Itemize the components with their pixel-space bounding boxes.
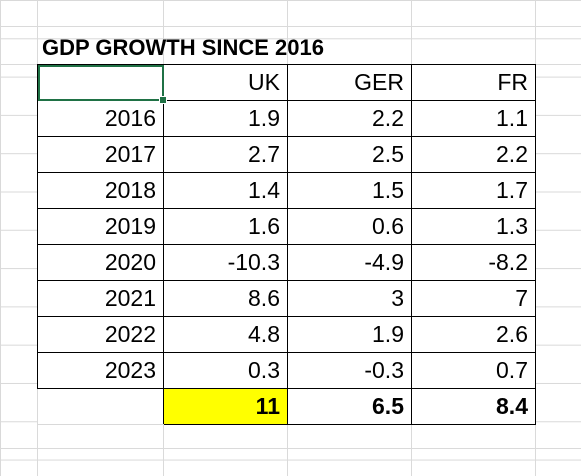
uk-cell[interactable]: 1.4 <box>163 172 288 209</box>
column-header-uk[interactable]: UK <box>163 64 288 101</box>
table-row: 2020 -10.3 -4.9 -8.2 <box>37 244 536 281</box>
year-cell[interactable]: 2023 <box>37 352 164 389</box>
uk-cell[interactable]: -10.3 <box>163 244 288 281</box>
fr-cell[interactable]: 1.1 <box>411 100 536 137</box>
uk-cell[interactable]: 1.9 <box>163 100 288 137</box>
uk-cell[interactable]: 1.6 <box>163 208 288 245</box>
table-row: 2016 1.9 2.2 1.1 <box>37 100 536 137</box>
table-row: 2018 1.4 1.5 1.7 <box>37 172 536 209</box>
year-cell[interactable]: 2021 <box>37 280 164 317</box>
gridline <box>0 26 581 27</box>
ger-cell[interactable]: 0.6 <box>287 208 412 245</box>
uk-cell[interactable]: 8.6 <box>163 280 288 317</box>
year-cell[interactable]: 2017 <box>37 136 164 173</box>
uk-cell[interactable]: 2.7 <box>163 136 288 173</box>
ger-cell[interactable]: 1.9 <box>287 316 412 353</box>
total-ger-cell[interactable]: 6.5 <box>287 388 412 425</box>
totals-row: 11 6.5 8.4 <box>37 388 536 425</box>
total-uk-cell[interactable]: 11 <box>163 388 288 425</box>
year-cell[interactable]: 2020 <box>37 244 164 281</box>
selected-cell[interactable] <box>37 64 167 104</box>
gridline <box>0 448 581 449</box>
fr-cell[interactable]: 7 <box>411 280 536 317</box>
column-header-fr[interactable]: FR <box>411 64 536 101</box>
year-cell[interactable]: 2022 <box>37 316 164 353</box>
fr-cell[interactable]: 0.7 <box>411 352 536 389</box>
column-header-ger[interactable]: GER <box>287 64 412 101</box>
ger-cell[interactable]: 2.5 <box>287 136 412 173</box>
fr-cell[interactable]: 2.6 <box>411 316 536 353</box>
fr-cell[interactable]: 2.2 <box>411 136 536 173</box>
table-row: 2023 0.3 -0.3 0.7 <box>37 352 536 389</box>
uk-cell[interactable]: 0.3 <box>163 352 288 389</box>
table-row: 2022 4.8 1.9 2.6 <box>37 316 536 353</box>
fr-cell[interactable]: 1.3 <box>411 208 536 245</box>
ger-cell[interactable]: -4.9 <box>287 244 412 281</box>
uk-cell[interactable]: 4.8 <box>163 316 288 353</box>
fr-cell[interactable]: -8.2 <box>411 244 536 281</box>
year-cell[interactable]: 2016 <box>37 100 164 137</box>
header-row: UK GER FR <box>37 64 536 104</box>
ger-cell[interactable]: 2.2 <box>287 100 412 137</box>
sheet-title-cell[interactable]: GDP GROWTH SINCE 2016 <box>42 35 324 60</box>
ger-cell[interactable]: 3 <box>287 280 412 317</box>
fill-handle[interactable] <box>159 96 167 104</box>
ger-cell[interactable]: 1.5 <box>287 172 412 209</box>
table-row: 2017 2.7 2.5 2.2 <box>37 136 536 173</box>
total-fr-cell[interactable]: 8.4 <box>411 388 536 425</box>
ger-cell[interactable]: -0.3 <box>287 352 412 389</box>
table-row: 2019 1.6 0.6 1.3 <box>37 208 536 245</box>
empty-cell[interactable] <box>37 388 164 425</box>
table-row: 2021 8.6 3 7 <box>37 280 536 317</box>
fr-cell[interactable]: 1.7 <box>411 172 536 209</box>
year-cell[interactable]: 2018 <box>37 172 164 209</box>
year-cell[interactable]: 2019 <box>37 208 164 245</box>
gdp-table: UK GER FR 2016 1.9 2.2 1.1 2017 2.7 2.5 … <box>37 64 536 425</box>
